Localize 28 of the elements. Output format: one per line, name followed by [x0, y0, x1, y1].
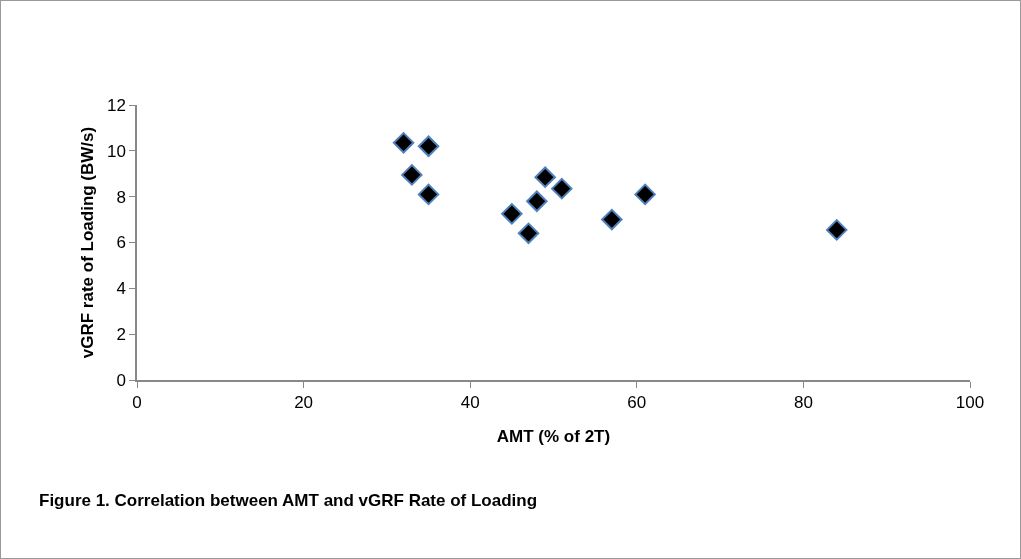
point [417, 135, 440, 157]
y-tick-label: 2 [116, 325, 126, 345]
y-tick-label: 0 [116, 370, 126, 390]
point [526, 190, 548, 212]
point [601, 208, 623, 231]
point [551, 177, 573, 200]
x-tick-label: 60 [627, 393, 647, 413]
x-tick-label: 0 [132, 393, 142, 413]
point [517, 222, 540, 245]
caption: Figure 1. Correlation between AMT and vGRF Rate of Loading [39, 491, 538, 510]
y-tick-label: 8 [116, 187, 126, 207]
point [501, 203, 523, 225]
y-tick-label: 4 [116, 279, 126, 299]
x-tick-label: 20 [294, 393, 314, 413]
x-tick-label: 40 [460, 393, 480, 413]
point [392, 132, 415, 154]
point [401, 164, 423, 186]
point [417, 183, 440, 206]
x-tick-label: 100 [955, 393, 985, 413]
y-tick-label: 6 [116, 233, 126, 253]
x-axis-title: AMT (% of 2T) [496, 426, 611, 446]
y-axis-title: vGRF rate of Loading (BW/s) [77, 126, 97, 359]
point [825, 219, 848, 241]
point [634, 183, 656, 206]
x-tick-label: 80 [793, 393, 813, 413]
y-tick-label: 12 [106, 95, 126, 115]
y-tick-label: 10 [106, 141, 126, 161]
point [534, 166, 556, 188]
